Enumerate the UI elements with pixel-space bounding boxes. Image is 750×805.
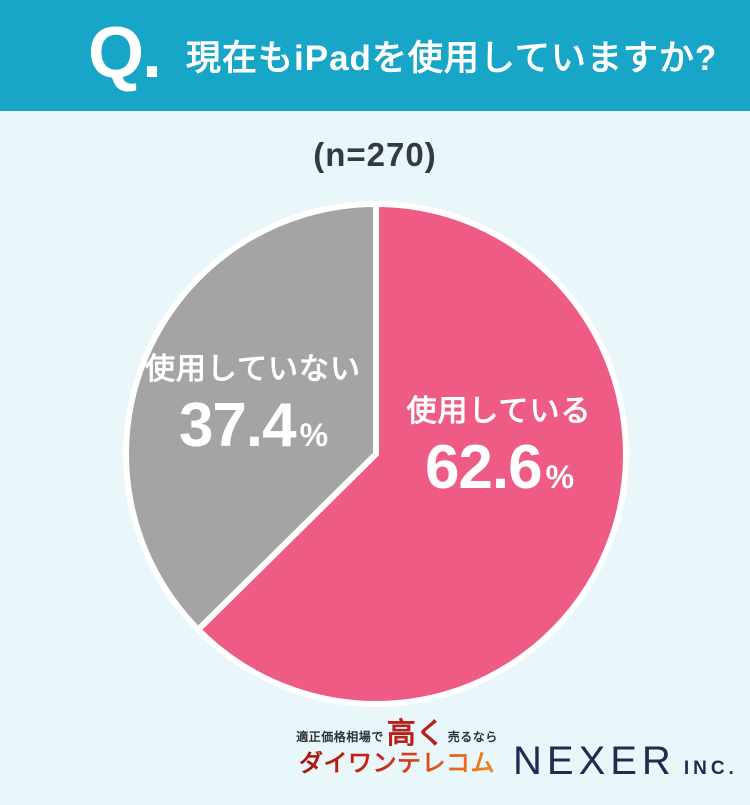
daiwan-tagline-highlight: 高く bbox=[386, 718, 445, 750]
nexer-inc-suffix: INC. bbox=[683, 758, 738, 779]
nexer-logo: NEXER INC. bbox=[513, 741, 738, 781]
question-title: 現在もiPadを使用していますか? bbox=[186, 39, 718, 78]
pie-chart-svg bbox=[123, 201, 630, 707]
daiwan-telecom-logo: 適正価格相場で 高く 売るなら ダイワンテレコム bbox=[296, 718, 498, 777]
daiwan-tagline: 適正価格相場で 高く 売るなら bbox=[296, 718, 498, 750]
sample-size-label: (n=270) bbox=[313, 136, 437, 173]
pie-chart: 使用していない 37.4% 使用している 62.6% bbox=[116, 194, 636, 714]
pie-slice-0 bbox=[195, 201, 630, 707]
daiwan-tagline-prefix: 適正価格相場で bbox=[296, 730, 384, 744]
daiwan-brand-wordmark: ダイワンテレコム bbox=[299, 750, 495, 777]
question-header: Q. 現在もiPadを使用していますか? bbox=[0, 0, 750, 111]
daiwan-tagline-suffix: 売るなら bbox=[447, 730, 498, 744]
nexer-wordmark: NEXER bbox=[513, 739, 676, 783]
pie-slice-1 bbox=[123, 201, 379, 633]
question-q-mark: Q. bbox=[88, 13, 162, 94]
